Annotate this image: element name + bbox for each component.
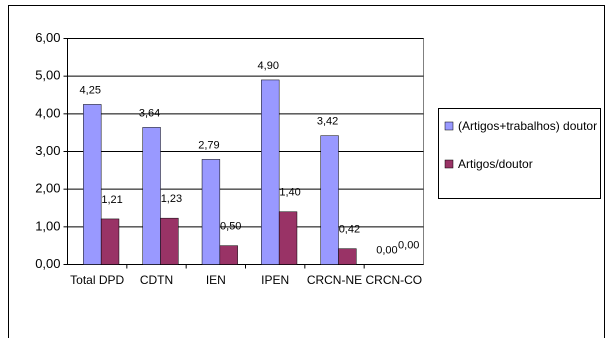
legend-label: (Artigos+trabalhos) doutor (458, 119, 598, 133)
bar (278, 211, 298, 265)
y-tick-label: 2,00 (35, 181, 60, 196)
y-tick-label: 3,00 (35, 143, 60, 158)
value-label: 0,00 (376, 244, 397, 256)
x-tick-label-box: CRCN-CO (365, 272, 423, 287)
value-label: 1,40 (279, 187, 300, 199)
value-label: 4,90 (258, 60, 279, 72)
legend-label: Artigos/doutor (458, 157, 533, 171)
chart-frame (8, 5, 605, 338)
value-label: 3,64 (139, 107, 160, 119)
x-tick-label-box: CDTN (139, 272, 174, 287)
x-tick-label: Total DPD (70, 272, 125, 287)
value-label: 2,79 (198, 139, 219, 151)
x-tick-label-box: IPEN (261, 272, 290, 287)
y-tick-label: 5,00 (35, 68, 60, 83)
value-label: 0,00 (398, 239, 419, 251)
y-tick-label: 4,00 (35, 105, 60, 120)
y-tick-label: 0,00 (35, 256, 60, 271)
value-label: 4,25 (80, 84, 101, 96)
legend-swatch (444, 121, 454, 131)
bar (160, 217, 179, 265)
bar (201, 159, 221, 265)
x-tick-label-box: CRCN-NE (306, 272, 363, 287)
bar (320, 135, 339, 265)
legend-swatch (444, 159, 454, 169)
bar (219, 245, 238, 265)
value-label: 3,42 (317, 116, 338, 128)
x-tick-label: IEN (205, 272, 226, 287)
x-tick-label: CDTN (139, 272, 174, 287)
legend-label-box: Artigos/doutor (458, 157, 533, 171)
value-label: 1,23 (161, 193, 182, 205)
x-tick-label-box: IEN (205, 272, 226, 287)
legend-label-box: (Artigos+trabalhos) doutor (458, 119, 598, 133)
bar (338, 248, 357, 265)
x-tick-label-box: Total DPD (70, 272, 125, 287)
x-tick-label: IPEN (261, 272, 290, 287)
value-label: 1,21 (101, 194, 122, 206)
bar (261, 79, 280, 265)
y-tick-label: 6,00 (35, 30, 60, 45)
bar (83, 104, 102, 265)
value-label: 0,50 (220, 221, 241, 233)
y-tick-label: 1,00 (35, 218, 60, 233)
bar (142, 127, 161, 265)
x-tick-label: CRCN-CO (365, 272, 423, 287)
bar (100, 218, 120, 265)
x-tick-label: CRCN-NE (306, 272, 363, 287)
value-label: 0,42 (339, 224, 360, 236)
legend-box (438, 108, 601, 199)
